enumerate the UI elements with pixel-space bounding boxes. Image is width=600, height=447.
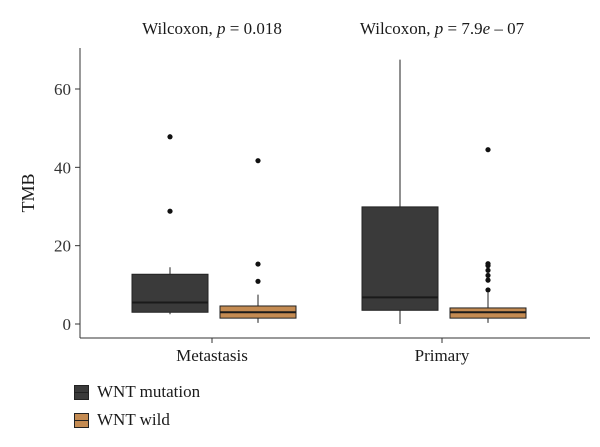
legend-item-wnt-mutation: WNT mutation <box>74 378 200 406</box>
legend-label-wnt-mutation: WNT mutation <box>97 382 201 401</box>
x-tick-label-metastasis: Metastasis <box>176 346 248 365</box>
legend-swatch-wnt-mutation <box>74 384 89 400</box>
box-body-wnt-mutation-metastasis <box>131 273 209 313</box>
outlier-wnt-wild-primary-3 <box>485 267 491 273</box>
outlier-wnt-wild-primary-0 <box>485 287 491 293</box>
legend-item-wnt-wild: WNT wild <box>74 406 200 434</box>
outlier-wnt-wild-metastasis-0 <box>255 278 261 284</box>
outlier-wnt-wild-primary-2 <box>485 272 491 279</box>
outlier-wnt-wild-primary-6 <box>485 147 491 153</box>
outlier-wnt-wild-metastasis-2 <box>255 158 261 164</box>
legend-swatch-wnt-wild <box>74 412 89 428</box>
outlier-wnt-wild-primary-5 <box>485 261 491 267</box>
box-wnt-mutation-primary <box>361 59 439 324</box>
y-tick-label-40: 40 <box>54 158 71 177</box>
outlier-wnt-mutation-metastasis-1 <box>167 134 173 140</box>
box-wnt-mutation-metastasis <box>131 134 209 315</box>
legend-label-wnt-wild: WNT wild <box>97 410 170 429</box>
annotations: Wilcoxon, p = 0.018 Wilcoxon, p = 7.9e – … <box>142 19 524 38</box>
y-tick-label-20: 20 <box>54 237 71 256</box>
y-axis: 0 20 40 60 <box>54 48 81 338</box>
annotation-metastasis: Wilcoxon, p = 0.018 <box>142 19 282 38</box>
outlier-wnt-mutation-metastasis-0 <box>167 208 173 214</box>
box-body-wnt-mutation-primary <box>361 206 439 311</box>
y-axis-label: TMB <box>18 173 38 212</box>
box-wnt-wild-primary <box>449 147 527 323</box>
outlier-wnt-wild-metastasis-1 <box>255 261 261 267</box>
outlier-wnt-wild-primary-1 <box>485 277 491 283</box>
plot-area <box>131 59 527 324</box>
annotation-primary: Wilcoxon, p = 7.9e – 07 <box>360 19 525 38</box>
y-tick-label-60: 60 <box>54 80 71 99</box>
legend: WNT mutation WNT wild <box>74 378 200 434</box>
x-tick-label-primary: Primary <box>415 346 470 365</box>
box-wnt-wild-metastasis <box>219 158 297 323</box>
x-axis: Metastasis Primary <box>80 337 590 365</box>
y-tick-label-0: 0 <box>63 315 72 334</box>
